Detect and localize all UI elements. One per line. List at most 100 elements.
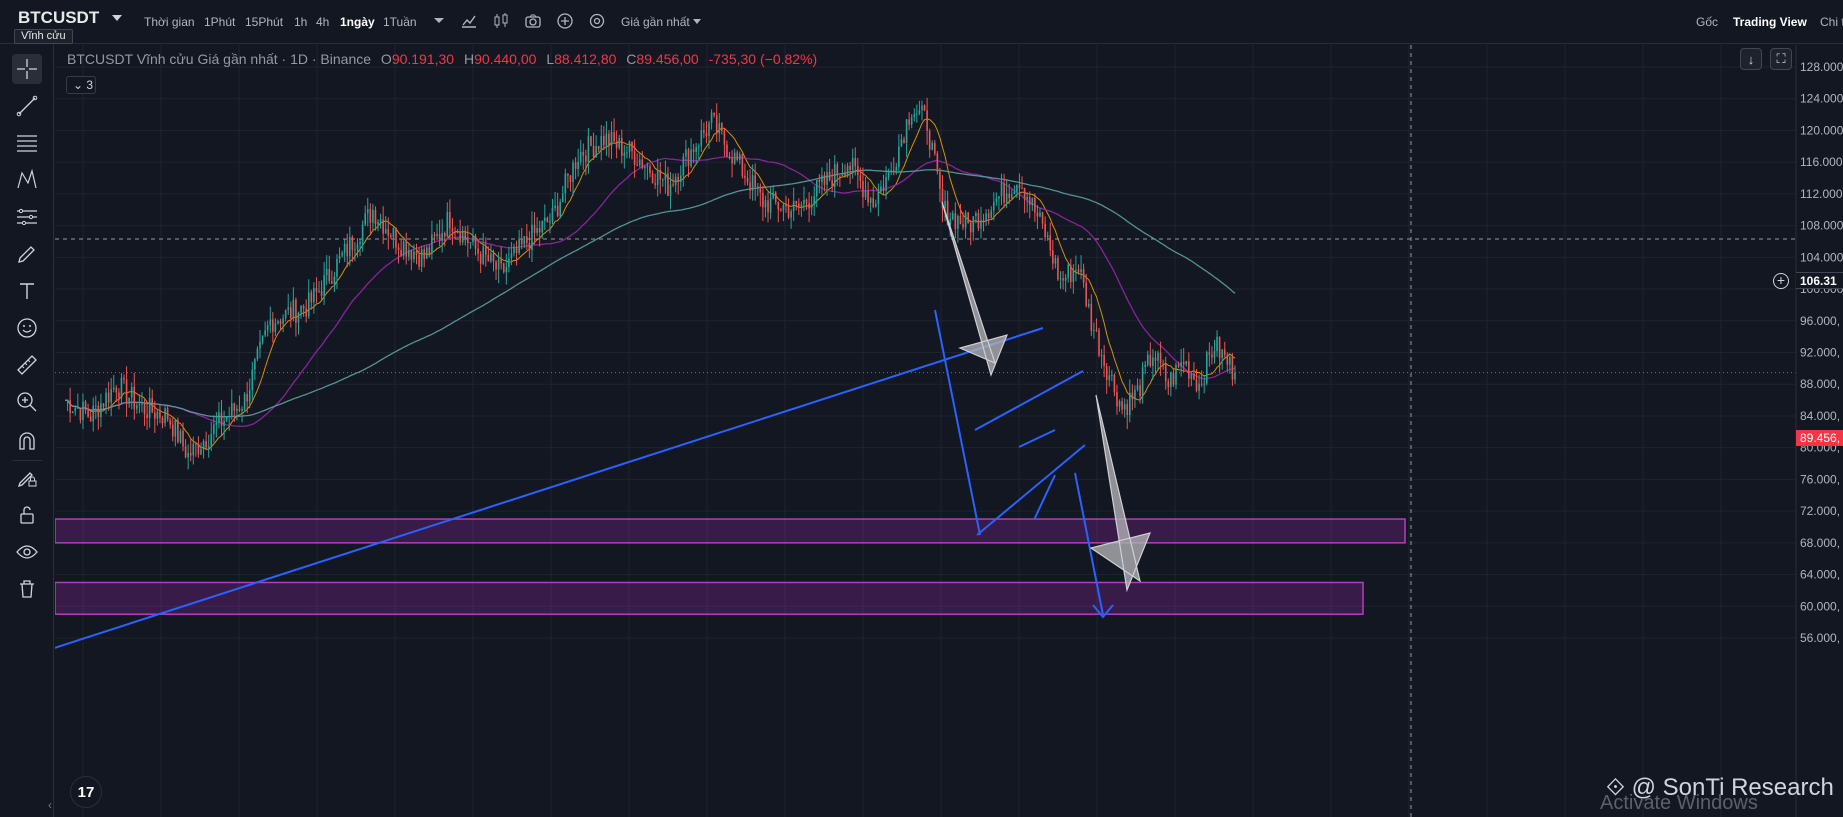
candle-body <box>202 440 205 450</box>
candle-body <box>384 229 387 234</box>
top-toolbar: BTCUSDT Vĩnh cửu Thời gian 1Phút 15Phút … <box>0 0 1843 44</box>
candle-body <box>1223 349 1226 356</box>
price-chart[interactable]: 128.000, 124.000, 120.000, 116.000, 112.000,… <box>55 45 1843 817</box>
zoom-tool[interactable] <box>12 387 42 417</box>
candle-body <box>964 212 967 228</box>
lock-drawing-tool[interactable] <box>12 463 42 493</box>
candle-body <box>461 230 464 243</box>
candle-body <box>210 434 213 446</box>
trend-line-tool[interactable] <box>12 91 42 121</box>
candles-icon[interactable] <box>492 12 510 30</box>
candle-body <box>510 253 513 259</box>
candle-body <box>336 258 338 277</box>
candle-body <box>374 209 377 225</box>
candle-body <box>613 131 615 142</box>
candle-body <box>390 235 392 238</box>
add-indicator-icon[interactable] <box>556 12 574 30</box>
ruler-tool[interactable] <box>12 350 42 380</box>
emoji-tool[interactable] <box>12 313 42 343</box>
interval-1d-button[interactable]: 1ngày <box>340 15 375 29</box>
candle-body <box>423 249 426 259</box>
candle-body <box>248 390 251 402</box>
scroll-left-icon[interactable]: ‹ <box>48 798 52 812</box>
settings-gear-icon[interactable] <box>588 12 606 30</box>
toolbar-divider <box>12 460 42 461</box>
chart-type-icon[interactable] <box>460 12 478 30</box>
chart-pane[interactable]: 128.000, 124.000, 120.000, 116.000, 112.000,… <box>55 45 1843 817</box>
candle-body <box>94 405 97 407</box>
candle-body <box>246 393 248 402</box>
target-arrow-line <box>1074 472 1104 616</box>
support-zone-2 <box>55 581 1364 615</box>
candle-body <box>154 412 156 419</box>
candle-body <box>1095 329 1098 331</box>
symbol-search-button[interactable]: BTCUSDT <box>18 8 100 27</box>
candle-body <box>159 411 161 418</box>
inner-line-2 <box>1033 474 1056 521</box>
trading-view-tab[interactable]: Trading View <box>1733 15 1807 29</box>
crosshair-tool[interactable] <box>12 54 42 84</box>
candle-body <box>913 114 916 118</box>
drop-leg-line <box>934 309 981 536</box>
hide-tool[interactable] <box>12 537 42 567</box>
interval-4h-button[interactable]: 4h <box>316 15 330 29</box>
candle-body <box>1149 354 1152 366</box>
original-view-tab[interactable]: Gốc <box>1696 15 1719 29</box>
support-zone-1 <box>55 518 1406 544</box>
candle-body <box>962 224 964 228</box>
interval-label[interactable]: Thời gian <box>144 15 195 29</box>
brush-tool[interactable] <box>12 239 42 269</box>
pattern-tool[interactable] <box>12 165 42 195</box>
lock-all-tool[interactable] <box>12 500 42 530</box>
candle-body <box>554 205 556 208</box>
moving-averages <box>64 118 1236 450</box>
candle-body <box>338 255 341 259</box>
candle-body <box>269 319 272 326</box>
prediction-icon <box>17 208 37 226</box>
interval-1m-button[interactable]: 1Phút <box>204 15 236 29</box>
details-tab[interactable]: Chi t <box>1820 15 1843 29</box>
candle-body <box>934 142 936 154</box>
interval-1h-button[interactable]: 1h <box>294 15 308 29</box>
candle-body <box>508 258 510 267</box>
candle-body <box>179 430 182 443</box>
camera-icon[interactable] <box>524 12 542 30</box>
text-tool[interactable] <box>12 276 42 306</box>
price-source-dropdown[interactable]: Giá gần nhất <box>621 15 690 29</box>
price-tick-label: 84.000, <box>1800 409 1840 423</box>
symbol-caret-icon[interactable] <box>112 15 122 21</box>
fullscreen-button[interactable]: ⛶ <box>1770 48 1792 70</box>
candle-body <box>1067 265 1070 278</box>
candle-body <box>379 219 382 222</box>
candle-body <box>1082 269 1085 283</box>
candle-body <box>446 211 449 237</box>
low-label: L <box>546 51 555 67</box>
delete-tool[interactable] <box>12 574 42 604</box>
scroll-to-latest-button[interactable]: ↓ <box>1740 48 1762 70</box>
interval-15m-button[interactable]: 15Phút <box>245 15 284 29</box>
price-source-caret-icon[interactable] <box>693 19 701 24</box>
add-alert-icon[interactable]: + <box>1773 273 1789 289</box>
candle-body <box>1126 404 1129 415</box>
candle-body <box>882 186 885 191</box>
candle-body <box>1057 258 1059 280</box>
candle-body <box>233 403 236 411</box>
candle-body <box>590 136 592 146</box>
interval-1w-button[interactable]: 1Tuần <box>383 15 417 29</box>
magnet-tool[interactable] <box>12 426 42 456</box>
indicators-toggle-button[interactable]: ⌄ 3 <box>66 76 96 94</box>
prediction-tool[interactable] <box>12 202 42 232</box>
lock-icon <box>20 506 34 524</box>
interval-dropdown-icon[interactable] <box>434 18 444 23</box>
fib-tool[interactable] <box>12 128 42 158</box>
candle-body <box>536 228 538 233</box>
candle-body <box>236 408 238 411</box>
ma-line-120 <box>64 169 1236 418</box>
tradingview-logo-icon[interactable]: 17 <box>70 776 102 808</box>
candle-body <box>474 235 477 249</box>
candle-body <box>654 183 656 185</box>
candle-body <box>1039 212 1041 217</box>
candle-body <box>148 398 151 418</box>
candle-body <box>718 123 721 134</box>
candle-body <box>261 335 264 342</box>
